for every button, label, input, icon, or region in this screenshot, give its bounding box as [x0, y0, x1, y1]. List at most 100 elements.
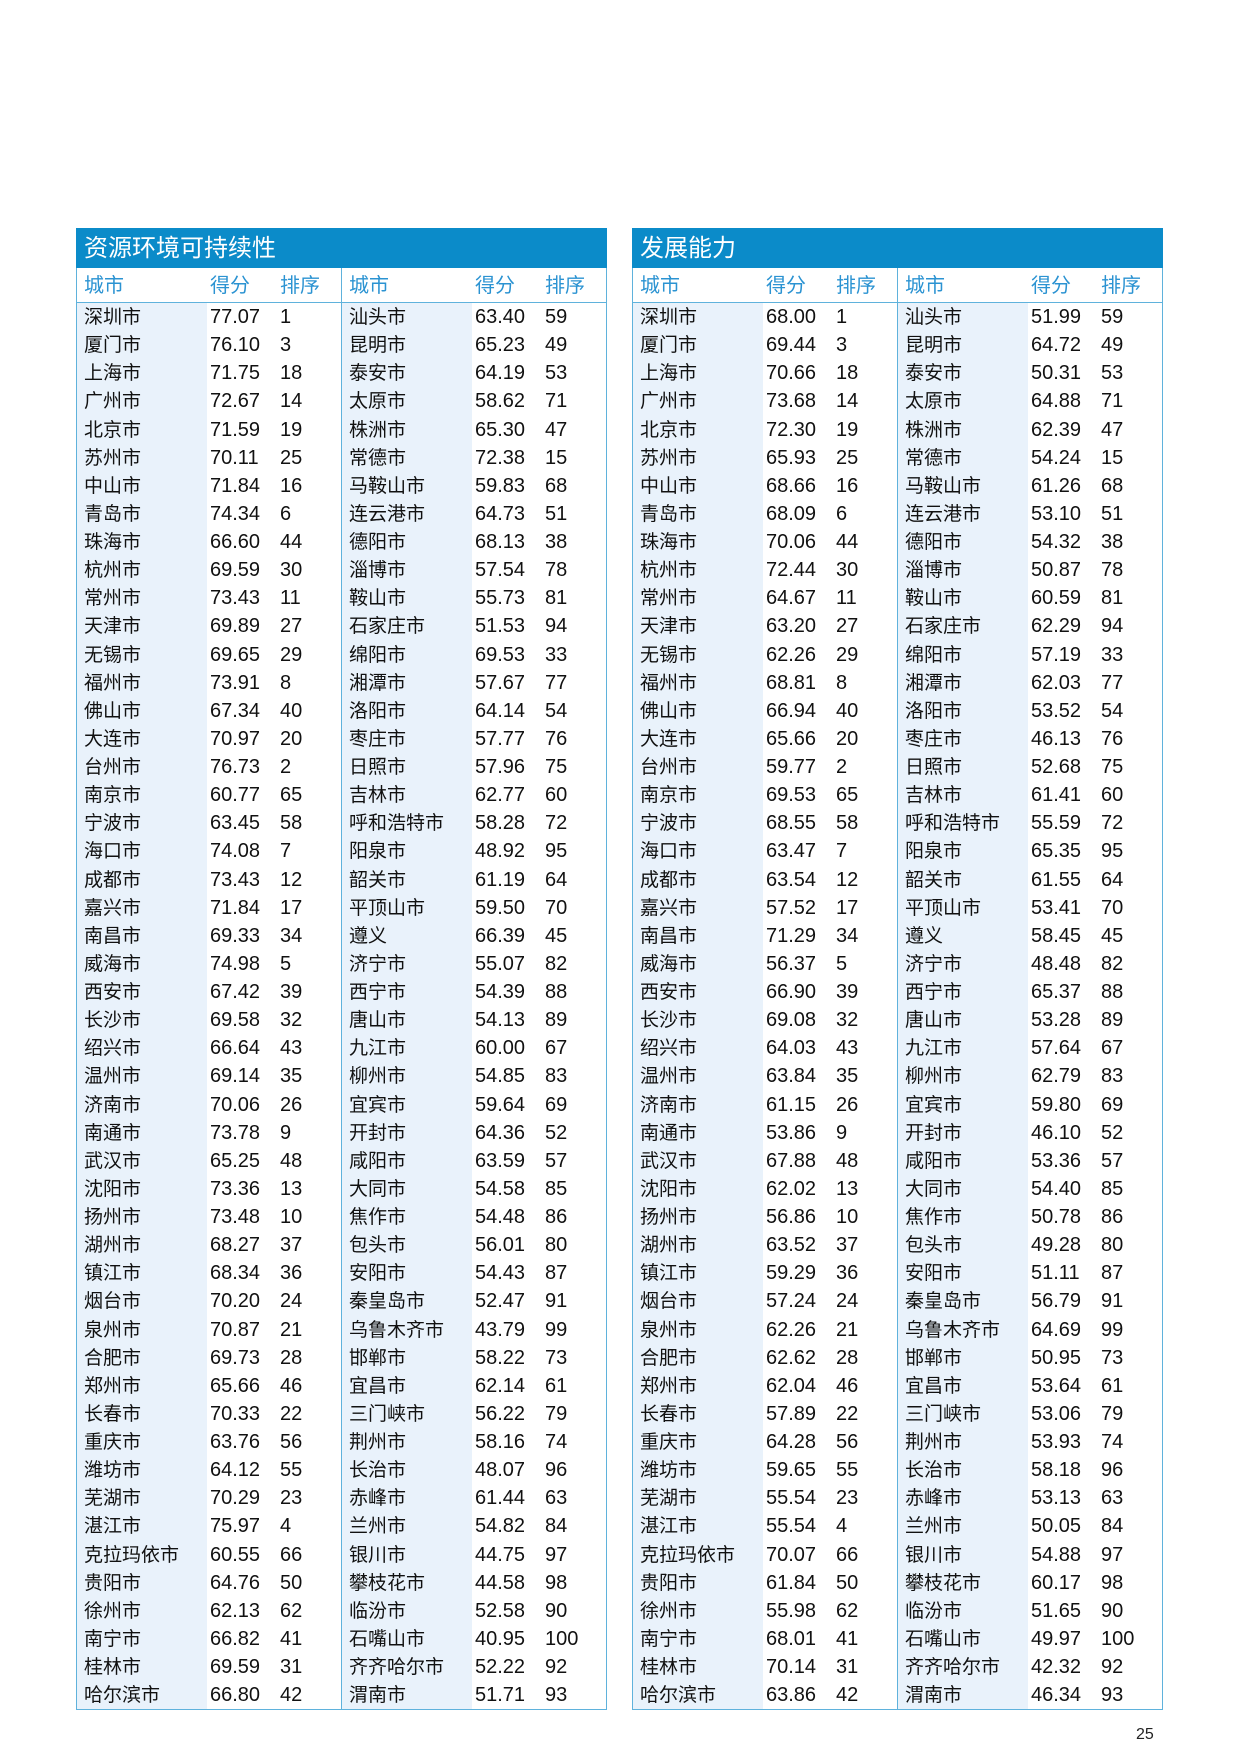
score: 55.59 — [1031, 812, 1082, 835]
header-rank: 排序 — [836, 273, 876, 297]
rank: 9 — [836, 1121, 848, 1144]
score: 70.06 — [210, 1093, 261, 1116]
table-row: 长沙市 69.08 32 — [633, 1006, 897, 1034]
rank: 50 — [836, 1571, 859, 1594]
rank: 63 — [545, 1487, 568, 1510]
panel-title: 资源环境可持续性 — [76, 228, 607, 268]
city-name: 咸阳市 — [349, 1149, 407, 1172]
rank: 38 — [1101, 531, 1124, 553]
rank: 73 — [545, 1346, 568, 1369]
city-name: 中山市 — [640, 474, 698, 497]
rank: 15 — [545, 446, 568, 469]
table-row: 芜湖市 70.29 23 — [77, 1484, 341, 1512]
rank: 2 — [280, 756, 292, 778]
table-row: 临汾市 51.65 90 — [898, 1597, 1162, 1625]
score: 56.86 — [766, 1206, 817, 1228]
score: 65.66 — [766, 727, 817, 750]
table-row: 枣庄市 57.77 76 — [342, 725, 606, 753]
score: 42.32 — [1031, 1656, 1082, 1678]
rank: 55 — [280, 1459, 303, 1482]
score: 53.41 — [1031, 896, 1082, 919]
table-row: 绵阳市 57.19 33 — [898, 641, 1162, 669]
rank: 70 — [1101, 896, 1124, 919]
city-name: 泉州市 — [84, 1318, 142, 1341]
score: 65.93 — [766, 446, 817, 469]
score: 53.13 — [1031, 1487, 1082, 1510]
city-name: 重庆市 — [84, 1431, 142, 1453]
score: 48.92 — [475, 840, 526, 863]
rank: 38 — [545, 531, 568, 553]
score: 58.22 — [475, 1346, 526, 1369]
score: 62.03 — [1031, 671, 1082, 694]
table-row: 成都市 63.54 12 — [633, 866, 897, 894]
table-row: 台州市 59.77 2 — [633, 753, 897, 781]
score: 56.79 — [1031, 1290, 1082, 1313]
city-name: 南京市 — [640, 784, 698, 807]
score: 54.24 — [1031, 446, 1082, 469]
city-name: 攀枝花市 — [905, 1571, 982, 1594]
rank: 1 — [836, 306, 848, 328]
rank: 55 — [836, 1459, 859, 1482]
table-column-group: 城市 得分 排序 深圳市 68.00 1 厦门市 69.44 3 上海市 70.66 18 广州市 73.… — [633, 268, 897, 1710]
score: 62.13 — [210, 1599, 261, 1622]
table-row: 天津市 69.89 27 — [77, 612, 341, 640]
table-row: 南宁市 68.01 41 — [633, 1625, 897, 1653]
header-city: 城市 — [905, 273, 945, 297]
rank: 22 — [280, 1402, 303, 1425]
score: 69.58 — [210, 1009, 261, 1032]
rank: 98 — [545, 1571, 568, 1594]
rank: 19 — [280, 418, 303, 441]
city-name: 湖州市 — [640, 1234, 698, 1257]
table-row: 洛阳市 53.52 54 — [898, 697, 1162, 725]
rank: 92 — [1101, 1656, 1124, 1678]
rank: 28 — [836, 1346, 859, 1369]
city-name: 扬州市 — [640, 1206, 698, 1228]
rank: 89 — [1101, 1009, 1124, 1032]
score: 69.33 — [210, 924, 261, 947]
table-row: 重庆市 63.76 56 — [77, 1428, 341, 1456]
city-name: 荆州市 — [905, 1431, 963, 1453]
rank: 71 — [1101, 390, 1124, 413]
city-name: 绵阳市 — [349, 643, 407, 666]
rank: 62 — [280, 1599, 303, 1622]
table-row: 湘潭市 57.67 77 — [342, 669, 606, 697]
rank: 44 — [280, 531, 303, 553]
city-column-background — [633, 303, 763, 1710]
table-row: 深圳市 77.07 1 — [77, 303, 341, 331]
city-name: 广州市 — [84, 390, 142, 413]
rank: 31 — [836, 1656, 859, 1678]
rank: 35 — [836, 1065, 859, 1088]
score: 69.89 — [210, 615, 261, 638]
rank: 100 — [545, 1627, 579, 1650]
rank: 68 — [545, 474, 568, 497]
rank: 51 — [545, 502, 568, 525]
rank: 50 — [280, 1571, 303, 1594]
table-row: 郑州市 62.04 46 — [633, 1372, 897, 1400]
rank: 46 — [836, 1374, 859, 1397]
rank: 99 — [545, 1318, 568, 1341]
rank: 87 — [1101, 1262, 1124, 1285]
score: 68.13 — [475, 531, 526, 553]
rank: 13 — [280, 1177, 303, 1200]
rank: 76 — [1101, 727, 1124, 750]
rank: 54 — [545, 699, 568, 722]
score: 53.86 — [766, 1121, 817, 1144]
score: 59.64 — [475, 1093, 526, 1116]
score: 76.10 — [210, 334, 261, 357]
score: 53.93 — [1031, 1431, 1082, 1453]
city-name: 海口市 — [640, 840, 698, 863]
rank: 39 — [836, 981, 859, 1003]
table-row: 无锡市 69.65 29 — [77, 641, 341, 669]
table-row: 嘉兴市 71.84 17 — [77, 894, 341, 922]
score: 62.04 — [766, 1374, 817, 1397]
city-name: 吉林市 — [349, 784, 407, 807]
table-row: 攀枝花市 60.17 98 — [898, 1569, 1162, 1597]
table-row: 秦皇岛市 56.79 91 — [898, 1287, 1162, 1315]
city-name: 汕头市 — [905, 306, 963, 328]
city-name: 台州市 — [84, 756, 142, 778]
table-row: 徐州市 62.13 62 — [77, 1597, 341, 1625]
rank: 95 — [545, 840, 568, 863]
table-row: 北京市 72.30 19 — [633, 416, 897, 444]
table-row: 西宁市 54.39 88 — [342, 978, 606, 1006]
score: 57.24 — [766, 1290, 817, 1313]
